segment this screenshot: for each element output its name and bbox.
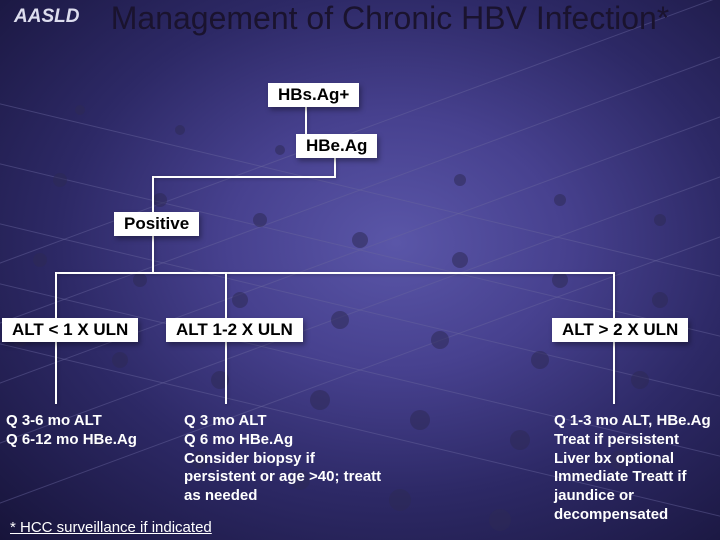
conn	[225, 272, 227, 318]
footnote: * HCC surveillance if indicated	[10, 519, 212, 536]
conn	[334, 158, 336, 176]
node-hbeag: HBe.Ag	[296, 134, 377, 158]
conn	[305, 107, 307, 134]
conn	[613, 272, 615, 318]
conn	[613, 342, 615, 404]
aasld-logo: AASLD	[14, 6, 79, 28]
leaf-alt-lt-1: Q 3-6 mo ALTQ 6-12 mo HBe.Ag	[6, 412, 176, 450]
node-alt-lt-1: ALT < 1 X ULN	[2, 318, 138, 342]
conn	[152, 176, 336, 178]
node-hbsag: HBs.Ag+	[268, 83, 359, 107]
conn	[225, 342, 227, 404]
slide-title: Management of Chronic HBV Infection*	[100, 0, 680, 37]
leaf-alt-1-2: Q 3 mo ALTQ 6 mo HBe.AgConsider biopsy i…	[184, 412, 384, 506]
conn	[152, 236, 154, 272]
conn	[55, 342, 57, 404]
conn	[55, 272, 57, 318]
conn	[152, 176, 154, 212]
node-positive: Positive	[114, 212, 199, 236]
conn	[55, 272, 615, 274]
node-alt-1-2: ALT 1-2 X ULN	[166, 318, 303, 342]
leaf-alt-gt-2: Q 1-3 mo ALT, HBe.AgTreat if persistentL…	[554, 412, 720, 525]
node-alt-gt-2: ALT > 2 X ULN	[552, 318, 688, 342]
